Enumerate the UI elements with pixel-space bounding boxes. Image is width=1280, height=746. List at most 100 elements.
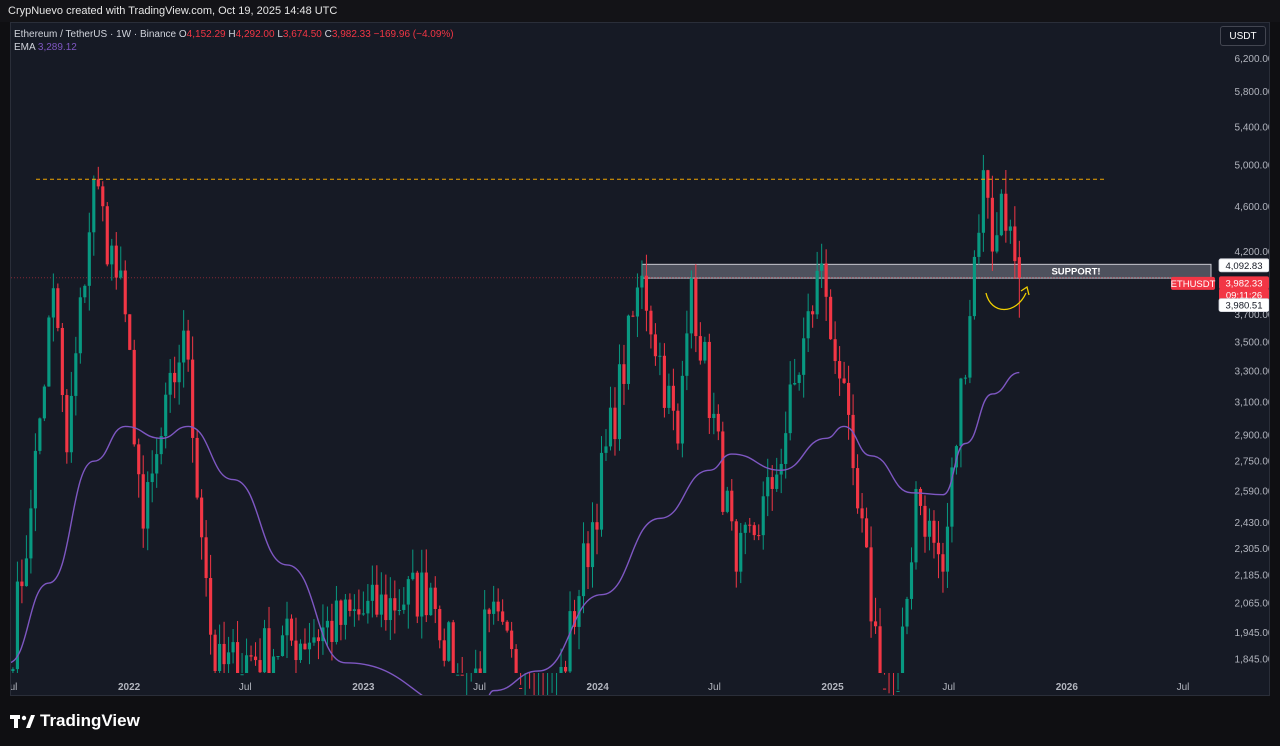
time-tick-label: 2023 (352, 682, 375, 693)
candle (815, 251, 819, 319)
candle (227, 636, 231, 673)
candle-body (424, 572, 428, 616)
countdown-tag: 09:11:26 (1219, 288, 1269, 302)
candle (689, 270, 693, 349)
candle-body (150, 473, 154, 483)
candle (599, 436, 604, 537)
ema-layer (11, 371, 1020, 695)
candle-body (851, 414, 855, 469)
candle-body (559, 666, 563, 673)
candle-body (927, 520, 932, 537)
price-tick-label: 2,900.00 (1235, 430, 1270, 441)
candle-body (474, 668, 478, 673)
candle (581, 522, 586, 614)
candle-body (164, 394, 168, 437)
candle (856, 454, 860, 514)
candle (415, 570, 419, 624)
candle-body (739, 532, 743, 572)
candle-body (487, 609, 491, 614)
candle (105, 202, 109, 267)
candle-body (227, 652, 231, 665)
candle (38, 417, 42, 455)
candle (294, 617, 298, 673)
candle-body (725, 490, 729, 512)
candle-body (343, 599, 347, 625)
candle-body (173, 372, 177, 383)
candle-body (968, 316, 972, 378)
candle-body (806, 311, 810, 339)
candle (914, 481, 918, 570)
candle-body (914, 488, 918, 563)
candle-body (815, 270, 819, 315)
time-tick-label: Jul (708, 682, 721, 693)
chart-attribution-bar: CrypNuevo created with TradingView.com, … (0, 0, 1280, 22)
chart-panel[interactable]: SUPPORT! 6,200.00 5,800.00 5,400.00 5,000.0… (10, 22, 1270, 696)
candle (662, 343, 666, 418)
chart-legend: Ethereum / TetherUS · 1W · Binance O4,15… (14, 28, 454, 54)
candle-body (411, 572, 415, 580)
candle (262, 619, 267, 673)
candle (244, 638, 249, 673)
candle (366, 584, 370, 624)
candle-body (905, 598, 909, 627)
candle (739, 522, 743, 584)
high-value: 4,292.00 (235, 29, 275, 40)
candle (788, 361, 792, 441)
candle-body (195, 437, 199, 498)
candle (334, 585, 338, 645)
candle (873, 597, 878, 634)
candle (348, 593, 352, 617)
last-price-tag-bg (1219, 276, 1269, 290)
candle (505, 620, 509, 633)
candle (298, 639, 303, 663)
candle (352, 594, 356, 627)
candle (631, 310, 635, 318)
candle (186, 319, 190, 372)
price-tick-label: 1,945.00 (1235, 628, 1270, 639)
currency-button[interactable]: USDT (1220, 26, 1266, 46)
candle (770, 465, 774, 511)
candle (177, 344, 181, 405)
candle (222, 621, 226, 673)
candle-body (24, 558, 28, 587)
candle (900, 607, 905, 673)
price-tick-label: 4,600.00 (1235, 202, 1270, 213)
candle (33, 433, 37, 532)
candle (986, 169, 990, 219)
candle-body (779, 463, 783, 475)
candle (325, 606, 329, 648)
candle (424, 549, 428, 623)
candle-body (316, 637, 321, 642)
candle (15, 561, 19, 673)
price-tick-label: 4,200.00 (1235, 247, 1270, 258)
candle-body (986, 170, 990, 198)
candle-body (631, 315, 635, 317)
candle (173, 356, 177, 399)
candle (258, 638, 262, 673)
candle (460, 656, 464, 676)
candle-body (146, 482, 150, 529)
candle (716, 404, 720, 441)
support-zone-layer: SUPPORT! (11, 263, 1212, 279)
candle (397, 589, 401, 616)
candle (703, 336, 707, 364)
last-price-tag: 3,982.33 (1219, 276, 1269, 290)
candle (249, 645, 253, 662)
candle-body (869, 547, 873, 622)
time-tick-label: 2026 (1056, 682, 1079, 693)
price-chart[interactable]: SUPPORT! 6,200.00 5,800.00 5,400.00 5,000.0… (11, 23, 1270, 696)
zone-top-tag: 4,092.83 (1218, 258, 1269, 273)
candle-body (209, 578, 213, 635)
candle-body (757, 535, 761, 537)
tradingview-logo[interactable]: TradingView (10, 710, 140, 732)
annotation-layer (36, 178, 1106, 310)
candle-body (608, 407, 613, 447)
candle (510, 621, 514, 658)
candle-body (676, 410, 680, 444)
candle-body (1004, 193, 1008, 231)
candle (622, 344, 626, 405)
candle (524, 673, 526, 695)
candle (1008, 219, 1012, 244)
price-tick-label: 2,305.00 (1235, 544, 1270, 555)
candle-body (963, 377, 967, 379)
